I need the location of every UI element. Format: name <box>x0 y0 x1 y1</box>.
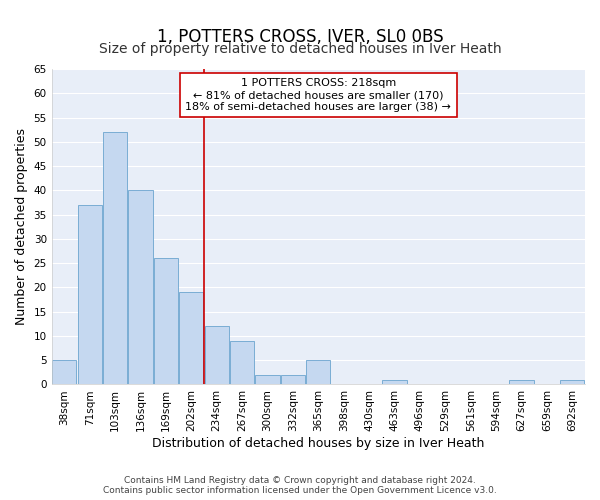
Bar <box>281 375 305 384</box>
Bar <box>103 132 127 384</box>
Bar <box>179 292 203 384</box>
Bar <box>256 375 280 384</box>
X-axis label: Distribution of detached houses by size in Iver Heath: Distribution of detached houses by size … <box>152 437 485 450</box>
Bar <box>382 380 407 384</box>
Bar <box>560 380 584 384</box>
Y-axis label: Number of detached properties: Number of detached properties <box>15 128 28 325</box>
Bar <box>509 380 533 384</box>
Bar <box>230 341 254 384</box>
Bar <box>205 326 229 384</box>
Bar <box>128 190 152 384</box>
Text: 1, POTTERS CROSS, IVER, SL0 0BS: 1, POTTERS CROSS, IVER, SL0 0BS <box>157 28 443 46</box>
Text: Contains HM Land Registry data © Crown copyright and database right 2024.
Contai: Contains HM Land Registry data © Crown c… <box>103 476 497 495</box>
Bar <box>77 205 102 384</box>
Text: Size of property relative to detached houses in Iver Heath: Size of property relative to detached ho… <box>98 42 502 56</box>
Bar <box>306 360 331 384</box>
Text: 1 POTTERS CROSS: 218sqm
← 81% of detached houses are smaller (170)
18% of semi-d: 1 POTTERS CROSS: 218sqm ← 81% of detache… <box>185 78 451 112</box>
Bar <box>154 258 178 384</box>
Bar <box>52 360 76 384</box>
